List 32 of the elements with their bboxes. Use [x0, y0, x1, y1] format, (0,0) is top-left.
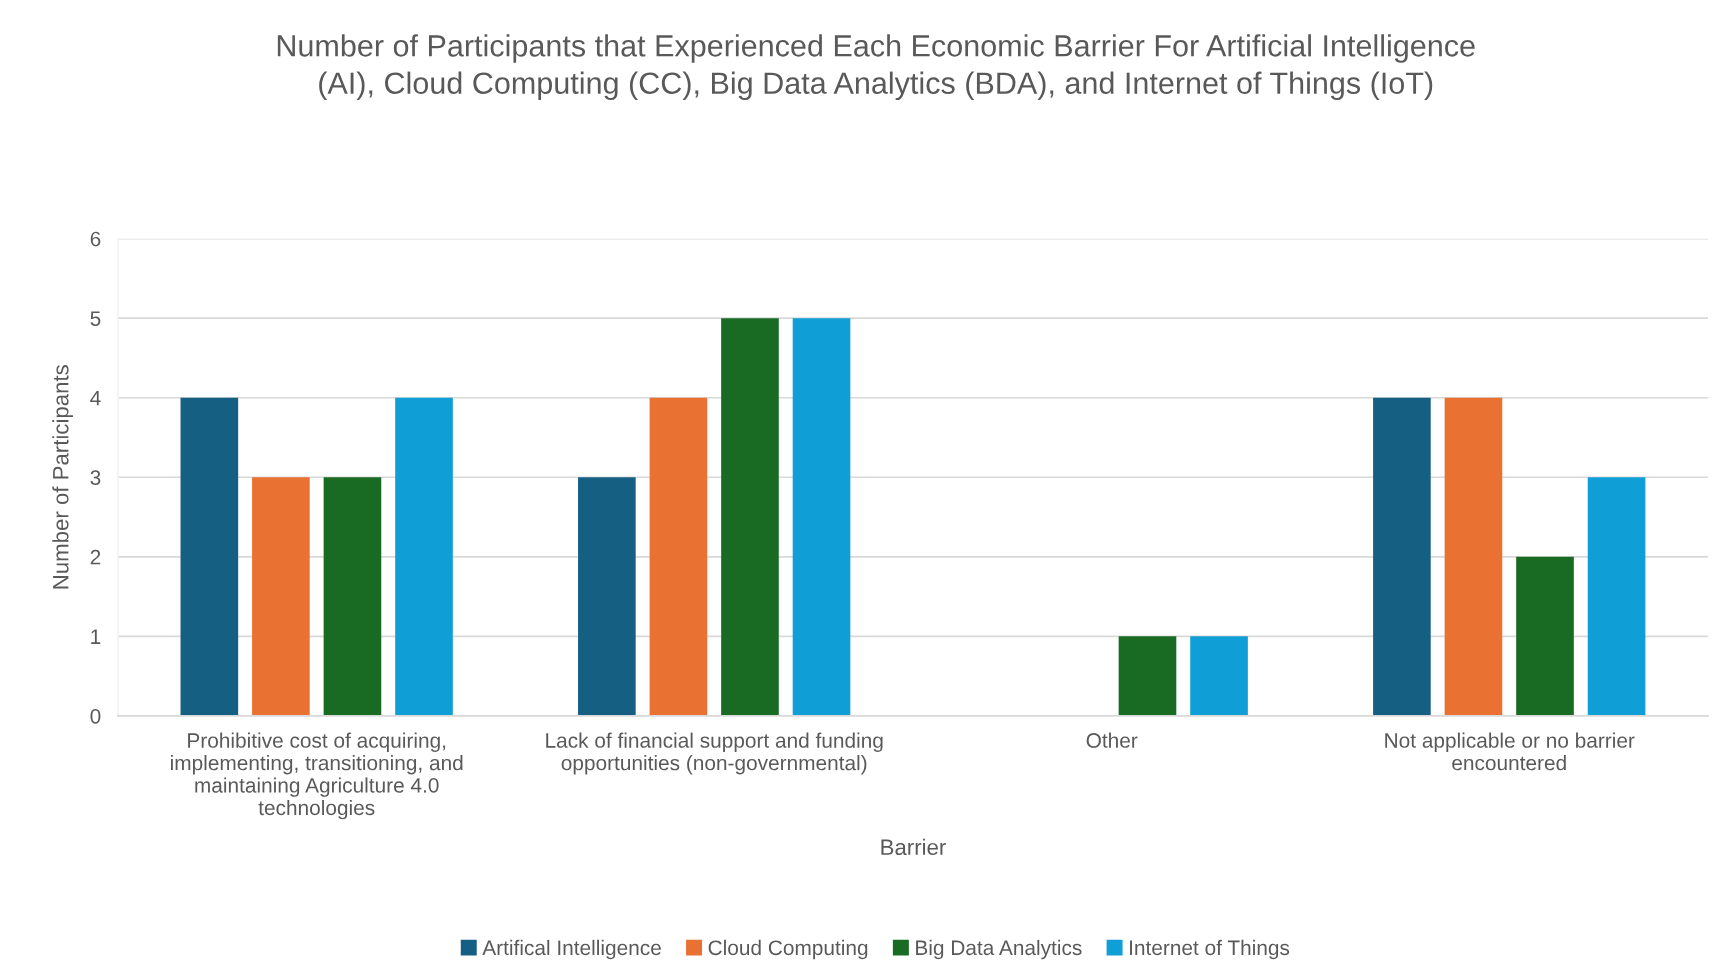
bar — [721, 318, 779, 716]
bar — [1190, 636, 1248, 716]
bar — [1373, 397, 1431, 716]
y-tick-label: 5 — [90, 311, 101, 326]
bar — [1516, 556, 1574, 716]
y-axis-title: Number of Participants — [52, 365, 73, 589]
y-tick-label: 6 — [90, 231, 101, 247]
x-tick-label: Not applicable or no barrier encountered — [1385, 732, 1635, 771]
legend-label: Cloud Computing — [708, 939, 868, 960]
y-tick-label: 1 — [91, 629, 101, 644]
legend-label: Big Data Analytics — [916, 939, 1082, 960]
bar — [578, 477, 636, 716]
y-tick-label: 3 — [90, 470, 101, 486]
x-tick-label: Lack of financial support and funding opportunities (non-governmental) — [546, 732, 883, 775]
bar — [395, 397, 453, 716]
legend-label: Artifical Intelligence — [482, 939, 661, 960]
bar — [1587, 477, 1646, 716]
bar — [323, 477, 382, 716]
bar — [180, 397, 239, 716]
bar — [1444, 397, 1503, 716]
x-axis-title: Barrier — [881, 838, 946, 856]
y-tick-label: 0 — [90, 708, 101, 724]
x-tick-label: Prohibitive cost of acquiring, implementing, transitioning, and maintaining Agriculture 4.0 technologies — [171, 732, 463, 820]
x-tick-label: Other — [1086, 732, 1138, 748]
bar — [649, 397, 708, 716]
bar — [792, 318, 851, 716]
chart-title: Number of Participants that Experienced Each Economic Barrier For Artificial Intelligence (AI), Cloud Computing (CC), Big Data Analytics (BDA), and Internet of Things (IoT) — [277, 34, 1475, 101]
bar — [1118, 636, 1177, 716]
bar — [252, 477, 310, 716]
legend-label: Internet of Things — [1130, 939, 1290, 960]
y-tick-label: 2 — [90, 549, 101, 565]
y-tick-label: 4 — [90, 390, 101, 406]
